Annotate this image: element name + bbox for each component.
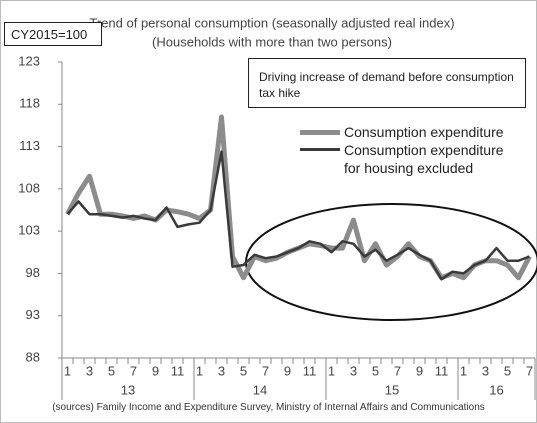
x-group-label: 15 — [385, 382, 399, 397]
chart-subtitle: (Households with more than two persons) — [152, 34, 392, 49]
legend-entry: Consumption expenditure for housing excl… — [300, 141, 520, 177]
legend-entry: Consumption expenditure — [300, 123, 520, 141]
annotation: Driving increase of demand before consum… — [248, 58, 526, 108]
x-tick-label: 11 — [435, 363, 449, 378]
x-tick-label: 7 — [526, 363, 533, 378]
x-tick-label: 11 — [303, 363, 317, 378]
x-group-label: 14 — [253, 382, 267, 397]
x-group-label: 16 — [489, 382, 503, 397]
x-tick-label: 3 — [482, 363, 489, 378]
x-tick-label: 3 — [86, 363, 93, 378]
x-tick-label: 1 — [328, 363, 335, 378]
y-tick-label: 123 — [18, 53, 40, 68]
y-tick-label: 118 — [19, 96, 40, 111]
base-note: CY2015=100 — [4, 22, 102, 46]
legend-swatch — [300, 148, 340, 151]
x-tick-label: 9 — [416, 363, 423, 378]
legend-label: Consumption expenditure — [344, 124, 504, 140]
source-note: (sources) Family Income and Expenditure … — [52, 402, 485, 413]
x-tick-label: 9 — [284, 363, 291, 378]
chart-title: Trend of personal consumption (seasonall… — [89, 15, 454, 30]
x-tick-label: 3 — [218, 363, 225, 378]
x-tick-label: 1 — [64, 363, 71, 378]
y-tick-label: 103 — [18, 223, 40, 238]
y-tick-label: 98 — [26, 265, 40, 280]
x-tick-label: 11 — [171, 363, 185, 378]
y-tick-label: 113 — [19, 138, 40, 153]
x-tick-label: 7 — [130, 363, 137, 378]
x-tick-label: 5 — [504, 363, 511, 378]
x-tick-label: 3 — [350, 363, 357, 378]
x-group-label: 13 — [121, 382, 135, 397]
x-tick-label: 1 — [196, 363, 203, 378]
y-tick-label: 108 — [18, 180, 40, 195]
y-tick-label: 88 — [26, 349, 40, 364]
x-tick-label: 5 — [240, 363, 247, 378]
legend-label: Consumption expenditure for housing excl… — [344, 142, 504, 176]
y-tick-label: 93 — [26, 307, 40, 322]
x-tick-label: 5 — [108, 363, 115, 378]
x-tick-label: 9 — [152, 363, 159, 378]
x-tick-label: 7 — [262, 363, 269, 378]
series-line — [66, 150, 530, 281]
x-tick-label: 5 — [372, 363, 379, 378]
x-tick-label: 7 — [394, 363, 401, 378]
x-tick-label: 1 — [460, 363, 467, 378]
legend-swatch — [300, 130, 340, 135]
legend: Consumption expenditure Consumption expen… — [295, 118, 527, 182]
